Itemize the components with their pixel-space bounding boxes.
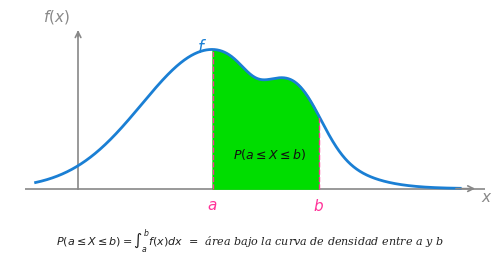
Text: $x$: $x$ bbox=[482, 190, 493, 205]
Text: $P(a \leq X \leq b) = \int_a^b f(x)dx$  =  área bajo la curva de densidad entre : $P(a \leq X \leq b) = \int_a^b f(x)dx$ =… bbox=[56, 227, 444, 256]
Text: $f$: $f$ bbox=[196, 39, 206, 57]
Text: $f(x)$: $f(x)$ bbox=[44, 8, 70, 26]
Text: $P(a \leq X \leq b)$: $P(a \leq X \leq b)$ bbox=[232, 147, 306, 162]
Text: $a$: $a$ bbox=[208, 198, 218, 213]
Text: $b$: $b$ bbox=[313, 198, 324, 214]
